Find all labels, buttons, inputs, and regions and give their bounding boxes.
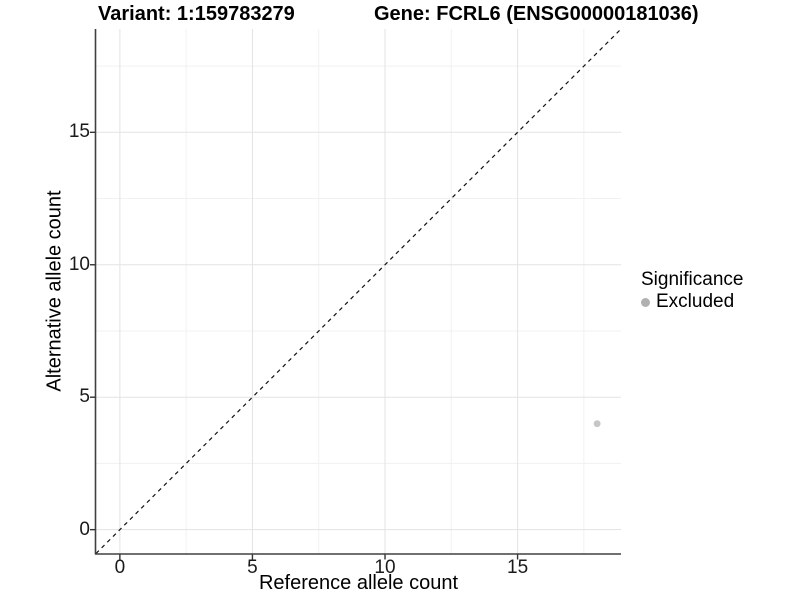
variant-title: Variant: 1:159783279	[98, 3, 295, 25]
x-tick-label: 5	[247, 557, 258, 578]
legend-key-circle-icon	[641, 297, 650, 307]
identity-dashed-line	[95, 28, 622, 554]
x-tick-label: 15	[507, 557, 529, 578]
gene-title: Gene: FCRL6 (ENSG00000181036)	[374, 3, 699, 25]
x-axis-title: Reference allele count	[258, 572, 458, 594]
legend-item-excluded: Excluded	[641, 291, 743, 313]
y-axis-title: Alternative allele count	[43, 190, 66, 392]
x-tick-label: 10	[374, 557, 396, 578]
y-tick-label: 10	[68, 253, 90, 275]
y-tick-label: 0	[79, 518, 90, 540]
legend-title: Significance	[641, 269, 744, 290]
x-tick-label: 0	[114, 557, 126, 578]
legend-item-label: Excluded	[656, 291, 735, 312]
data-point	[593, 420, 601, 428]
legend: Significance Excluded	[641, 268, 743, 313]
y-tick-label: 15	[68, 121, 90, 143]
y-tick-label: 5	[79, 386, 90, 408]
